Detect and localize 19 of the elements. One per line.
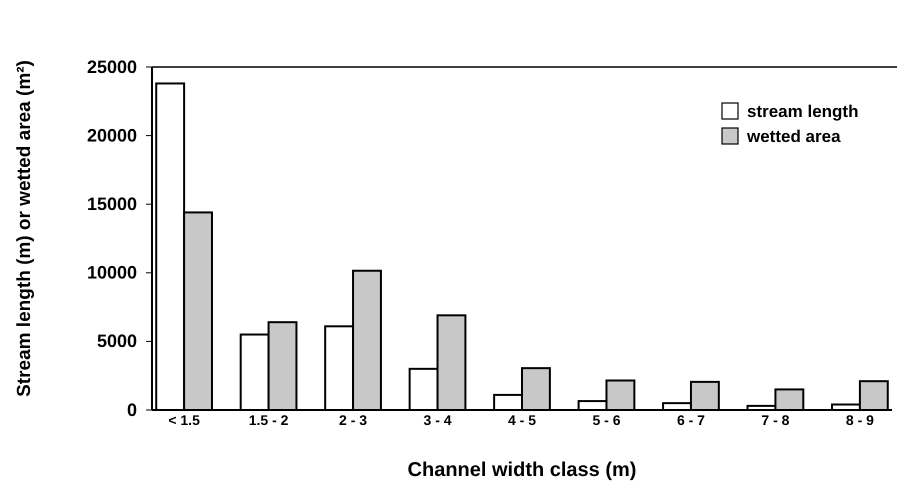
y-tick-label: 20000 <box>86 125 137 146</box>
y-tick-label: 5000 <box>96 331 137 352</box>
y-tick-label: 10000 <box>86 262 137 283</box>
y-tick-label: 25000 <box>86 56 137 77</box>
x-tick-label: 6 - 7 <box>676 412 706 428</box>
x-tick-label: 8 - 9 <box>846 412 874 428</box>
x-tick-label: 4 - 5 <box>508 412 536 428</box>
legend-label: stream length <box>747 102 858 121</box>
y-axis-title: Stream length (m) or wetted area (m²) <box>14 60 35 397</box>
legend-label: wetted area <box>746 127 842 146</box>
x-axis-title: Channel width class (m) <box>408 459 636 481</box>
x-tick-label: 1.5 - 2 <box>248 412 289 428</box>
y-tick-label: 15000 <box>86 194 137 214</box>
x-tick-label: 2 - 3 <box>339 412 368 428</box>
x-tick-label: 5 - 6 <box>592 412 621 428</box>
x-tick-label: 3 - 4 <box>424 412 452 428</box>
x-tick-label: < 1.5 <box>168 412 200 428</box>
x-tick-label: 7 - 8 <box>761 412 790 428</box>
y-tick-label: 0 <box>126 400 137 420</box>
